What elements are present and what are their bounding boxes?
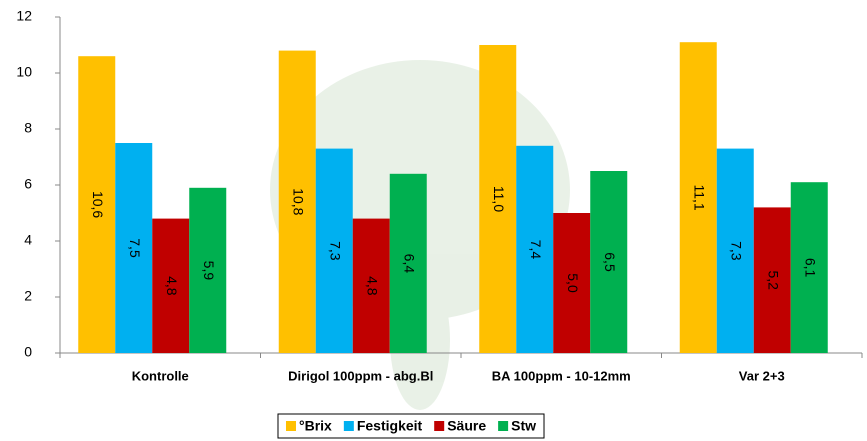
legend-swatch [343,421,354,431]
legend-swatch [498,421,509,431]
value-label: 6,4 [402,254,418,274]
value-label: 7,4 [528,240,544,260]
bar [389,173,427,353]
bar [352,218,390,353]
bar [78,56,116,353]
x-tick-label: BA 100ppm - 10-12mm [492,368,631,383]
x-tick-label: Kontrolle [132,368,189,383]
value-label: 11,0 [491,186,507,212]
legend: °Brix Festigkeit Säure Stw [277,413,545,439]
value-label: 4,8 [164,276,180,296]
y-tick-label: 2 [24,288,32,304]
bar [479,45,517,353]
value-label: 7,5 [127,238,143,258]
legend-label: Säure [447,418,486,434]
value-label: 6,1 [803,258,819,278]
value-label: 7,3 [328,241,344,261]
value-label: 7,3 [729,241,745,261]
value-label: 4,8 [365,276,381,296]
bar [516,145,554,353]
x-tick-label: Var 2+3 [739,368,785,383]
value-label: 5,0 [565,273,581,293]
legend-label: °Brix [299,418,332,434]
x-tick-label: Dirigol 100ppm - abg.Bl [288,368,433,383]
y-tick-label: 6 [24,176,32,192]
y-tick-label: 12 [16,8,32,24]
value-label: 10,8 [291,188,307,215]
bar [716,148,754,353]
bar [790,182,828,353]
value-label: 6,5 [602,252,618,272]
bar [278,50,316,353]
y-tick-label: 8 [24,120,32,136]
bar [553,213,591,353]
value-label: 11,1 [692,184,708,210]
legend-label: Stw [511,418,536,434]
bar [679,42,717,353]
bar [315,148,353,353]
y-tick-label: 0 [24,344,32,360]
y-tick-label: 10 [16,64,32,80]
legend-swatch [434,421,445,431]
legend-label: Festigkeit [357,418,423,434]
legend-swatch [285,421,296,431]
y-tick-label: 4 [24,232,32,248]
bar [753,207,791,353]
value-label: 10,6 [90,191,106,218]
bar [152,218,190,353]
bar [590,171,628,353]
value-label: 5,2 [766,270,782,290]
bar [189,187,227,353]
bar [115,143,153,353]
value-label: 5,9 [201,261,217,281]
